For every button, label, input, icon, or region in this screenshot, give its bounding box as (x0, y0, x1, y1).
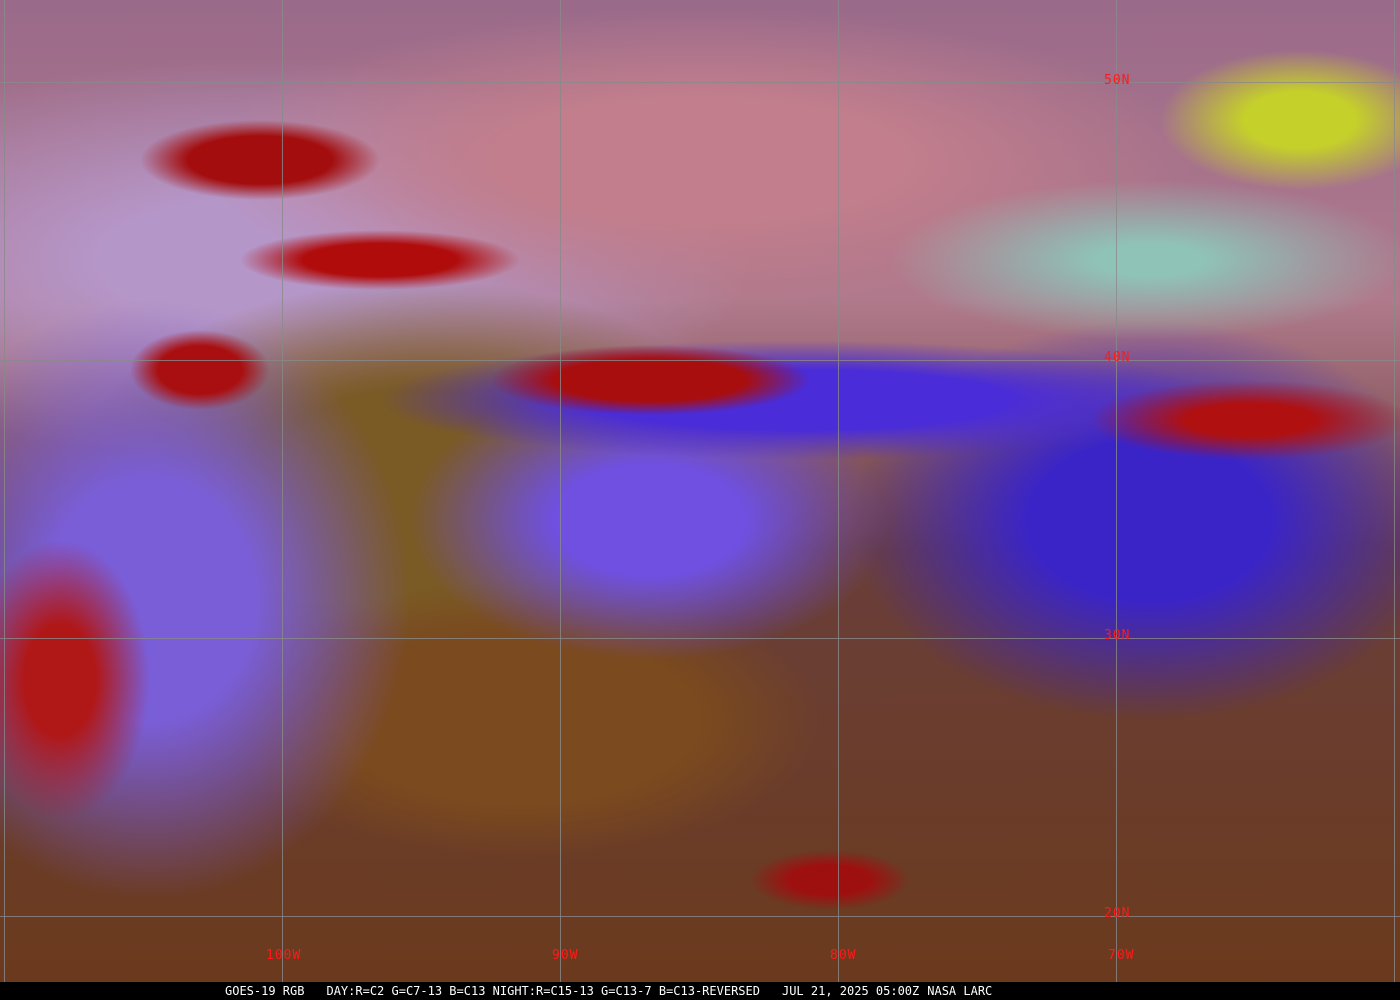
latitude-label: 40N (1104, 350, 1131, 365)
caption-bar: GOES-19 RGB DAY:R=C2 G=C7-13 B=C13 NIGHT:… (0, 982, 1400, 1000)
meridian-line (4, 0, 5, 982)
parallel-line (0, 638, 1400, 639)
longitude-label: 70W (1108, 948, 1135, 963)
meridian-line (838, 0, 839, 982)
meridian-line (1116, 0, 1117, 982)
parallel-line (0, 82, 1400, 83)
meridian-line (560, 0, 561, 982)
product-name: GOES-19 RGB (225, 984, 305, 998)
longitude-label: 100W (266, 948, 302, 963)
latitude-label: 50N (1104, 73, 1131, 88)
meridian-line (1394, 0, 1395, 982)
latitude-label: 30N (1104, 628, 1131, 643)
timestamp: JUL 21, 2025 05:00Z (781, 984, 920, 998)
longitude-label: 90W (552, 948, 579, 963)
parallel-line (0, 916, 1400, 917)
meridian-line (282, 0, 283, 982)
longitude-label: 80W (830, 948, 857, 963)
parallel-line (0, 360, 1400, 361)
latitude-label: 20N (1104, 906, 1131, 921)
rgb-recipe: DAY:R=C2 G=C7-13 B=C13 NIGHT:R=C15-13 G=… (326, 984, 760, 998)
source: NASA LARC (927, 984, 993, 998)
